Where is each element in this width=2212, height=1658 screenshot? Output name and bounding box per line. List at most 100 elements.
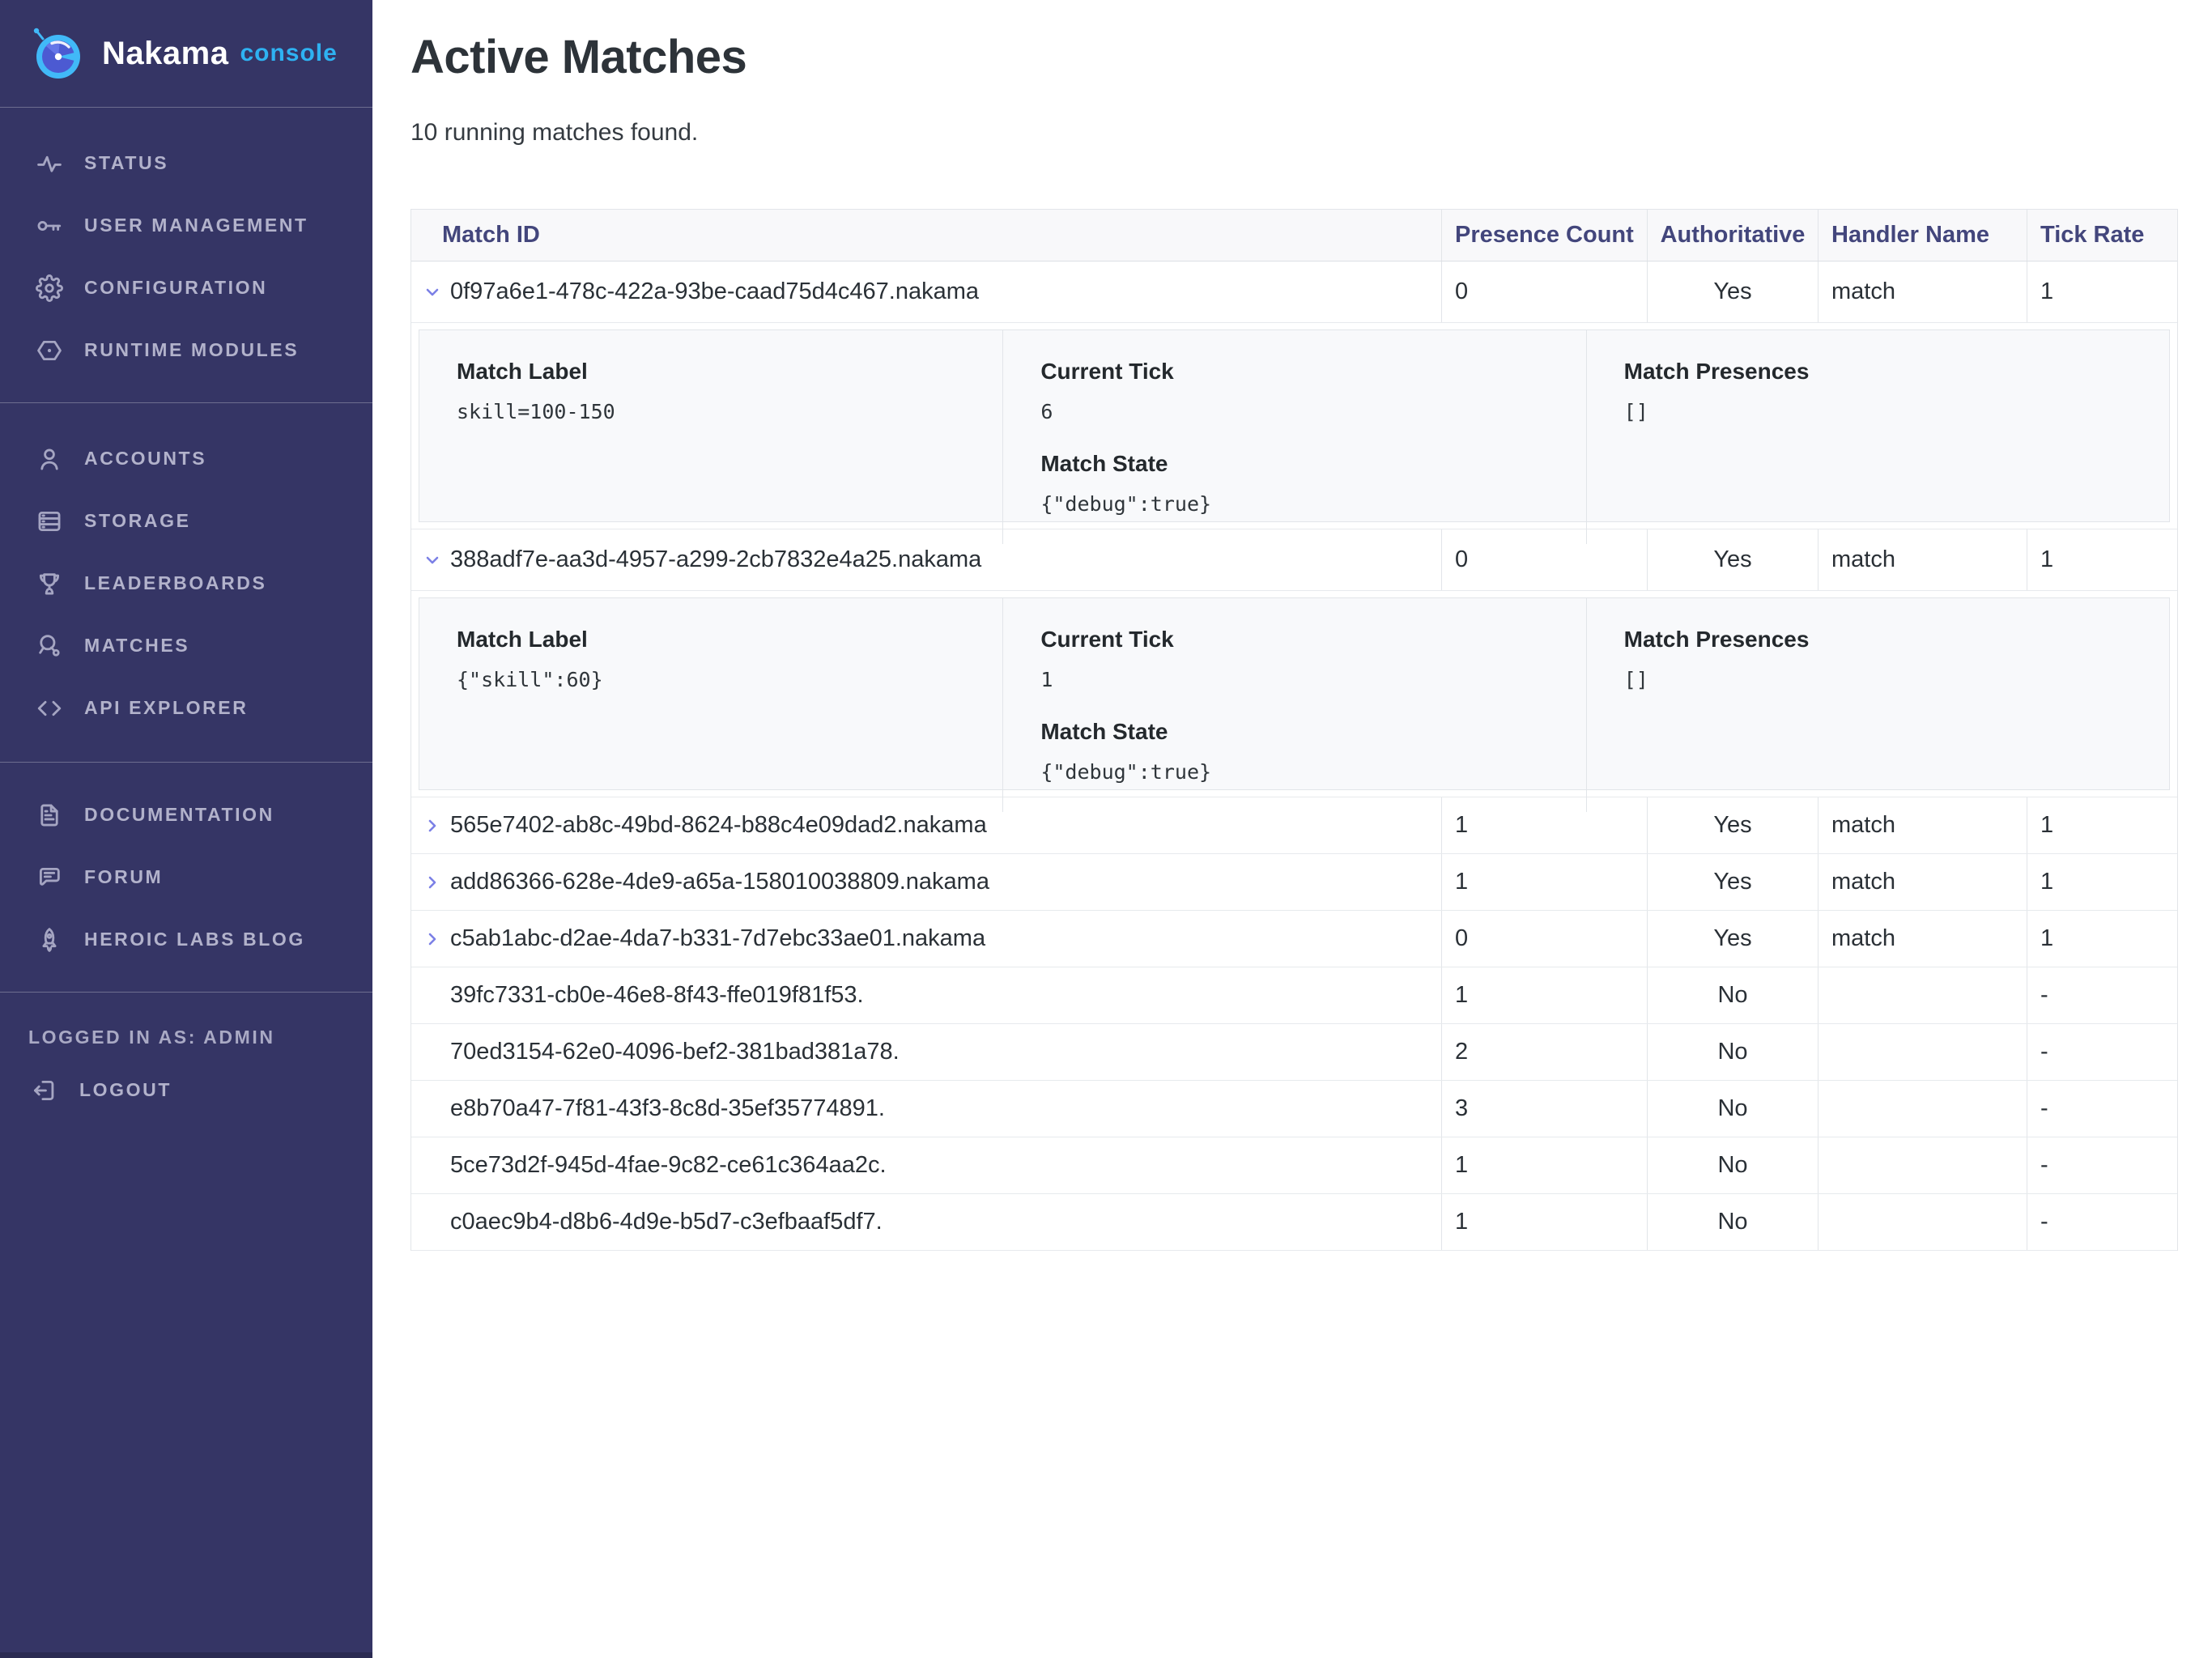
presence-count: 2 (1441, 1024, 1647, 1080)
sidebar-item-label: LEADERBOARDS (84, 572, 267, 593)
current-tick-value: 6 (1040, 400, 1053, 423)
sidebar-item-leaderboards[interactable]: LEADERBOARDS (0, 552, 372, 614)
match-id: 5ce73d2f-945d-4fae-9c82-ce61c364aa2c. (450, 1152, 887, 1178)
chevron-down-icon[interactable] (423, 551, 442, 570)
tick-rate: 1 (2027, 261, 2177, 322)
sidebar-bottom-strip (0, 1652, 372, 1658)
tick-state-section: Current Tick 1 Match State {"debug":true… (1002, 598, 1585, 812)
handler-name (1818, 1024, 2027, 1080)
gear-icon (36, 274, 63, 302)
handler-name: match (1818, 911, 2027, 967)
handler-name: match (1818, 261, 2027, 322)
tick-rate: - (2027, 1024, 2177, 1080)
sidebar-item-label: MATCHES (84, 635, 190, 656)
authoritative: No (1647, 967, 1818, 1023)
presences-section: Match Presences [] (1585, 598, 2169, 812)
tick-rate: - (2027, 1081, 2177, 1137)
nav-group-primary: STATUS USER MANAGEMENT CONFIGURATION RUN… (0, 108, 372, 403)
sidebar-item-documentation[interactable]: DOCUMENTATION (0, 784, 372, 846)
sidebar-item-label: STORAGE (84, 510, 191, 531)
sidebar-item-forum[interactable]: FORUM (0, 846, 372, 908)
logged-in-as: LOGGED IN AS: ADMIN (28, 1026, 275, 1048)
match-presences-value: [] (1623, 668, 1648, 691)
brand[interactable]: Nakama console (0, 0, 372, 108)
match-id: c5ab1abc-d2ae-4da7-b331-7d7ebc33ae01.nak… (450, 925, 986, 951)
match-state-value: {"debug":true} (1040, 492, 1212, 516)
activity-icon (36, 150, 63, 177)
presence-count: 1 (1441, 1137, 1647, 1193)
handler-name (1818, 1137, 2027, 1193)
presence-count: 1 (1441, 797, 1647, 853)
presence-count: 1 (1441, 854, 1647, 910)
chat-icon (36, 864, 63, 891)
current-tick-title: Current Tick (1040, 359, 1174, 384)
match-count-text: 10 running matches found. (410, 119, 699, 146)
tick-rate: - (2027, 1194, 2177, 1250)
tick-rate: 1 (2027, 911, 2177, 967)
brand-name: Nakama (102, 35, 229, 71)
table-row[interactable]: 0f97a6e1-478c-422a-93be-caad75d4c467.nak… (411, 261, 2177, 323)
table-row[interactable]: 565e7402-ab8c-49bd-8624-b88c4e09dad2.nak… (411, 797, 2177, 854)
table-row[interactable]: add86366-628e-4de9-a65a-158010038809.nak… (411, 854, 2177, 911)
table-row: 39fc7331-cb0e-46e8-8f43-ffe019f81f53. 1 … (411, 967, 2177, 1024)
sidebar-item-api-explorer[interactable]: API EXPLORER (0, 677, 372, 739)
match-state-title: Match State (1040, 719, 1168, 744)
sidebar-item-label: RUNTIME MODULES (84, 339, 300, 360)
authoritative: Yes (1647, 529, 1818, 590)
handler-name (1818, 1081, 2027, 1137)
logout-button[interactable]: LOGOUT (0, 1059, 372, 1121)
sidebar-item-storage[interactable]: STORAGE (0, 490, 372, 552)
logout-label: LOGOUT (79, 1079, 172, 1100)
match-id: 70ed3154-62e0-4096-bef2-381bad381a78. (450, 1039, 900, 1065)
sidebar-item-user-management[interactable]: USER MANAGEMENT (0, 194, 372, 257)
authoritative: No (1647, 1024, 1818, 1080)
authoritative: No (1647, 1081, 1818, 1137)
handler-name: match (1818, 797, 2027, 853)
match-state-title: Match State (1040, 451, 1168, 476)
chevron-right-icon[interactable] (423, 873, 442, 892)
current-tick-title: Current Tick (1040, 627, 1174, 652)
hexagon-icon (36, 337, 63, 364)
sidebar-item-runtime-modules[interactable]: RUNTIME MODULES (0, 319, 372, 381)
sidebar-item-status[interactable]: STATUS (0, 132, 372, 194)
racket-icon (36, 632, 63, 660)
table-row[interactable]: c5ab1abc-d2ae-4da7-b331-7d7ebc33ae01.nak… (411, 911, 2177, 967)
sidebar-item-accounts[interactable]: ACCOUNTS (0, 427, 372, 490)
logout-icon (31, 1077, 58, 1104)
column-header-tick-rate: Tick Rate (2027, 210, 2177, 261)
main-content: Active Matches 10 running matches found.… (372, 0, 2212, 1658)
brand-suffix: console (240, 40, 338, 66)
match-id: 565e7402-ab8c-49bd-8624-b88c4e09dad2.nak… (450, 812, 987, 838)
presence-count: 0 (1441, 261, 1647, 322)
chevron-down-icon[interactable] (423, 283, 442, 302)
sidebar-item-label: ACCOUNTS (84, 448, 207, 469)
chevron-right-icon[interactable] (423, 929, 442, 949)
sidebar-item-label: API EXPLORER (84, 697, 249, 718)
current-tick-value: 1 (1040, 668, 1053, 691)
authoritative: Yes (1647, 911, 1818, 967)
nav-group-account: LOGGED IN AS: ADMIN LOGOUT (0, 993, 372, 1121)
tick-state-section: Current Tick 6 Match State {"debug":true… (1002, 330, 1585, 544)
table-row: e8b70a47-7f81-43f3-8c8d-35ef35774891. 3 … (411, 1081, 2177, 1137)
handler-name: match (1818, 529, 2027, 590)
sidebar-item-heroic-labs-blog[interactable]: HEROIC LABS BLOG (0, 908, 372, 971)
presence-count: 0 (1441, 911, 1647, 967)
presence-count: 1 (1441, 967, 1647, 1023)
rocket-icon (36, 926, 63, 954)
tick-rate: 1 (2027, 529, 2177, 590)
column-header-match-id: Match ID (442, 222, 540, 248)
sidebar-item-label: STATUS (84, 152, 169, 173)
presences-section: Match Presences [] (1585, 330, 2169, 544)
tick-rate: 1 (2027, 797, 2177, 853)
match-presences-value: [] (1623, 400, 1648, 423)
match-label-section: Match Label skill=100-150 (419, 330, 1002, 544)
sidebar-item-configuration[interactable]: CONFIGURATION (0, 257, 372, 319)
match-presences-title: Match Presences (1623, 627, 1810, 652)
chevron-right-icon[interactable] (423, 816, 442, 835)
table-row[interactable]: 388adf7e-aa3d-4957-a299-2cb7832e4a25.nak… (411, 529, 2177, 591)
match-id: 388adf7e-aa3d-4957-a299-2cb7832e4a25.nak… (450, 546, 982, 572)
authoritative: Yes (1647, 797, 1818, 853)
match-details-panel: Match Label skill=100-150 Current Tick 6… (411, 323, 2177, 544)
match-label-title: Match Label (457, 627, 588, 652)
sidebar-item-matches[interactable]: MATCHES (0, 614, 372, 677)
